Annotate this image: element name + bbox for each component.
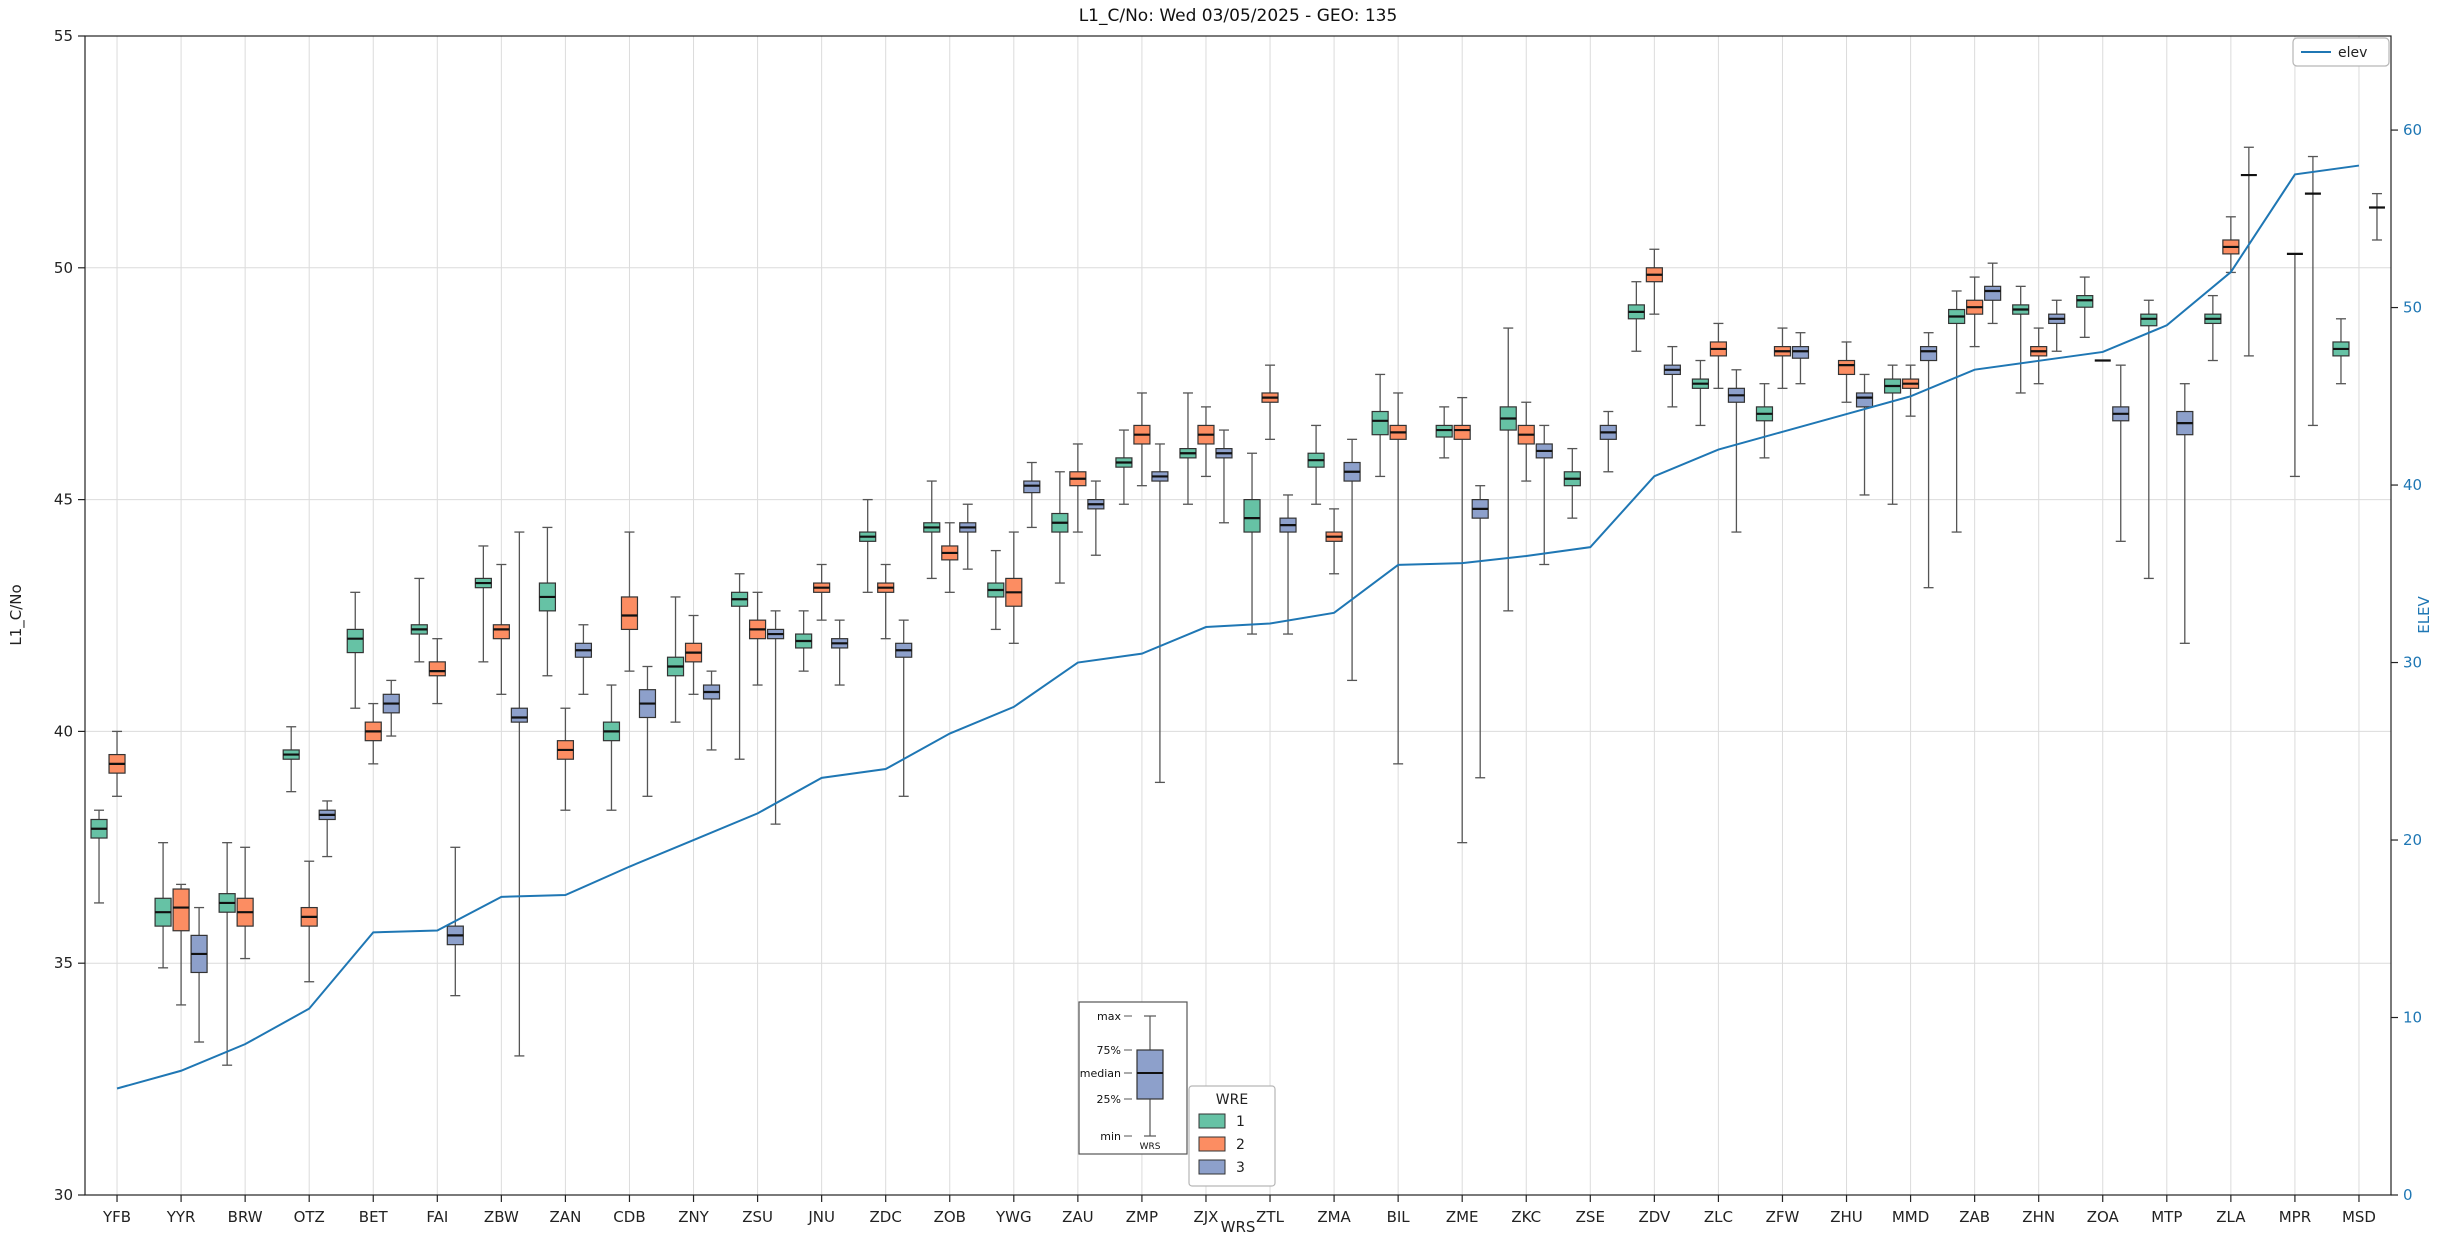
x-tick-label: ZAB bbox=[1959, 1208, 1990, 1226]
x-tick-label: ZSE bbox=[1576, 1208, 1605, 1226]
x-tick-label: ZTL bbox=[1256, 1208, 1284, 1226]
boxplot-box-series-2 bbox=[1453, 424, 1471, 440]
boxplot-box-series-2 bbox=[492, 624, 510, 640]
y-tick-label: 45 bbox=[54, 491, 73, 509]
elev-legend-box bbox=[2292, 37, 2390, 67]
x-tick-label: OTZ bbox=[294, 1208, 325, 1226]
x-tick-label: ZOB bbox=[934, 1208, 966, 1226]
x-tick-label: ZDV bbox=[1638, 1208, 1671, 1226]
x-tick-label: MPR bbox=[2279, 1208, 2311, 1226]
inset-label-75%: 75% bbox=[1097, 1044, 1121, 1057]
y2-tick-label: 0 bbox=[2403, 1186, 2413, 1204]
elev-legend-label: elev bbox=[2338, 45, 2367, 61]
x-tick-label: MTP bbox=[2151, 1208, 2182, 1226]
wre-legend-title: WRE bbox=[1216, 1092, 1248, 1108]
x-tick-label: YFB bbox=[102, 1208, 131, 1226]
inset-label-max: max bbox=[1097, 1010, 1121, 1023]
boxplot-box-series-3 bbox=[510, 707, 528, 723]
x-tick-label: MMD bbox=[1892, 1208, 1929, 1226]
x-tick-label: ZNY bbox=[678, 1208, 709, 1226]
x-tick-label: ZMA bbox=[1317, 1208, 1351, 1226]
boxplot-box-series-1 bbox=[346, 628, 364, 654]
inset-xlabel: WRS bbox=[1140, 1142, 1161, 1152]
y2-tick-label: 30 bbox=[2403, 654, 2422, 672]
y2-tick-label: 10 bbox=[2403, 1009, 2422, 1027]
x-tick-label: ZSU bbox=[742, 1208, 773, 1226]
x-tick-label: ZBW bbox=[484, 1208, 519, 1226]
x-tick-label: ZMP bbox=[1126, 1208, 1158, 1226]
y2-tick-label: 60 bbox=[2403, 121, 2422, 139]
x-tick-label: BET bbox=[359, 1208, 389, 1226]
x-tick-label: FAI bbox=[426, 1208, 448, 1226]
wre-legend-swatch-1 bbox=[1198, 1113, 1226, 1129]
x-tick-label: JNU bbox=[807, 1208, 835, 1226]
elev-line bbox=[116, 164, 2360, 1090]
axes-frame bbox=[84, 35, 2392, 1196]
inset-box bbox=[1136, 1049, 1164, 1100]
x-tick-label: ZKC bbox=[1511, 1208, 1541, 1226]
y2-axis-label: ELEV bbox=[2415, 596, 2433, 634]
y-axis-label: L1_C/No bbox=[7, 584, 25, 646]
x-tick-label: ZAN bbox=[550, 1208, 582, 1226]
boxplot-box-series-1 bbox=[2076, 295, 2094, 308]
boxplot-box-series-3 bbox=[1919, 346, 1938, 362]
y-tick-label: 30 bbox=[54, 1186, 73, 1204]
x-tick-label: YYR bbox=[166, 1208, 196, 1226]
y-tick-label: 40 bbox=[54, 722, 73, 740]
y-tick-label: 50 bbox=[54, 259, 73, 277]
x-tick-label: ZME bbox=[1446, 1208, 1479, 1226]
inset-frame bbox=[1078, 1001, 1188, 1155]
boxplot-box-series-1 bbox=[1435, 424, 1453, 438]
boxplot-box-series-3 bbox=[1855, 392, 1874, 408]
x-tick-label: BIL bbox=[1387, 1208, 1411, 1226]
x-tick-label: ZHU bbox=[1830, 1208, 1863, 1226]
x-tick-label: ZJX bbox=[1193, 1208, 1218, 1226]
wre-legend-swatch-2 bbox=[1198, 1136, 1226, 1152]
x-tick-label: ZLC bbox=[1704, 1208, 1733, 1226]
inset-label-25%: 25% bbox=[1097, 1093, 1121, 1106]
x-tick-label: ZHN bbox=[2022, 1208, 2055, 1226]
x-tick-label: ZOA bbox=[2087, 1208, 2120, 1226]
x-tick-label: CDB bbox=[613, 1208, 645, 1226]
wre-legend-swatch-3 bbox=[1198, 1159, 1226, 1175]
y-tick-label: 55 bbox=[54, 27, 73, 45]
boxplot-box-series-3 bbox=[1791, 346, 1810, 359]
x-tick-label: YWG bbox=[995, 1208, 1032, 1226]
x-tick-label: ZAU bbox=[1062, 1208, 1094, 1226]
wre-legend-label-2: 2 bbox=[1236, 1137, 1245, 1153]
y-tick-label: 35 bbox=[54, 954, 73, 972]
boxplot-box-series-3 bbox=[1023, 480, 1041, 494]
boxplot-box-series-1 bbox=[1243, 499, 1261, 533]
boxplot-box-series-1 bbox=[1371, 410, 1389, 436]
wre-legend-label-1: 1 bbox=[1236, 1114, 1245, 1130]
boxplot-box-series-1 bbox=[2140, 313, 2158, 327]
y2-tick-label: 50 bbox=[2403, 299, 2422, 317]
inset-label-median: median bbox=[1080, 1067, 1121, 1080]
x-tick-label: MSD bbox=[2342, 1208, 2376, 1226]
x-tick-label: BRW bbox=[228, 1208, 263, 1226]
x-axis-label: WRS bbox=[1220, 1218, 1256, 1236]
boxplot-box-series-2 bbox=[172, 888, 190, 932]
boxplot-box-series-2 bbox=[620, 596, 639, 631]
x-tick-label: ZLA bbox=[2216, 1208, 2246, 1226]
x-tick-label: ZFW bbox=[1766, 1208, 1800, 1226]
inset-label-min: min bbox=[1100, 1130, 1121, 1143]
y2-tick-label: 20 bbox=[2403, 831, 2422, 849]
chart-title: L1_C/No: Wed 03/05/2025 - GEO: 135 bbox=[1078, 6, 1398, 26]
y2-tick-label: 40 bbox=[2403, 476, 2422, 494]
boxplot-box-series-3 bbox=[1984, 285, 2002, 301]
boxplot-box-series-2 bbox=[1837, 359, 1856, 376]
wre-legend-label-3: 3 bbox=[1236, 1160, 1245, 1176]
boxplot-box-series-2 bbox=[428, 661, 446, 677]
x-tick-label: ZDC bbox=[870, 1208, 902, 1226]
